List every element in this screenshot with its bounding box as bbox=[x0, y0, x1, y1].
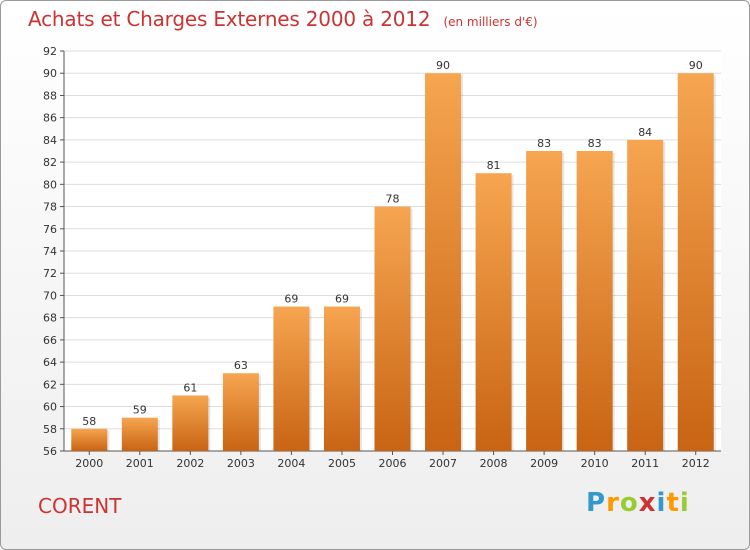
y-tick-label: 64 bbox=[43, 356, 57, 369]
x-tick-label: 2011 bbox=[631, 457, 659, 470]
proxiti-logo: Proxiti bbox=[586, 488, 690, 518]
y-tick-label: 92 bbox=[43, 45, 57, 58]
y-tick-label: 90 bbox=[43, 67, 57, 80]
y-tick-label: 62 bbox=[43, 378, 57, 391]
x-tick-label: 2002 bbox=[176, 457, 204, 470]
y-tick-label: 76 bbox=[43, 223, 57, 236]
y-tick-label: 58 bbox=[43, 423, 57, 436]
logo-letter: t bbox=[666, 488, 680, 518]
y-tick-label: 84 bbox=[43, 134, 57, 147]
bar bbox=[576, 151, 613, 451]
logo-letter: o bbox=[619, 488, 639, 518]
chart-title: Achats et Charges Externes 2000 à 2012 bbox=[28, 7, 431, 31]
y-tick-label: 70 bbox=[43, 289, 57, 302]
bar-value-label: 59 bbox=[133, 404, 147, 417]
bar-value-label: 61 bbox=[183, 381, 197, 394]
bar-value-label: 69 bbox=[335, 293, 349, 306]
x-tick-label: 2012 bbox=[682, 457, 710, 470]
bar bbox=[374, 206, 411, 451]
logo-letter: P bbox=[586, 488, 607, 518]
x-tick-label: 2006 bbox=[379, 457, 407, 470]
x-tick-label: 2000 bbox=[75, 457, 103, 470]
bar bbox=[627, 139, 664, 451]
bar-value-label: 84 bbox=[638, 126, 652, 139]
y-tick-label: 60 bbox=[43, 401, 57, 414]
x-tick-label: 2009 bbox=[530, 457, 558, 470]
bar-value-label: 81 bbox=[487, 159, 501, 172]
y-tick-label: 86 bbox=[43, 112, 57, 125]
chart-subtitle: (en milliers d'€) bbox=[443, 15, 538, 29]
bar-value-label: 69 bbox=[284, 293, 298, 306]
bar bbox=[222, 373, 259, 451]
bar bbox=[121, 417, 158, 451]
x-tick-label: 2008 bbox=[480, 457, 508, 470]
x-tick-label: 2004 bbox=[277, 457, 305, 470]
bar bbox=[323, 306, 360, 451]
y-tick-label: 66 bbox=[43, 334, 57, 347]
y-tick-label: 78 bbox=[43, 201, 57, 214]
bar-value-label: 78 bbox=[386, 193, 400, 206]
bar bbox=[71, 428, 108, 451]
logo-letter: i bbox=[679, 488, 690, 518]
bar bbox=[526, 151, 563, 451]
title-row: Achats et Charges Externes 2000 à 2012 (… bbox=[28, 7, 538, 31]
x-tick-label: 2010 bbox=[581, 457, 609, 470]
x-tick-label: 2007 bbox=[429, 457, 457, 470]
bar-value-label: 90 bbox=[689, 59, 703, 72]
x-tick-label: 2001 bbox=[126, 457, 154, 470]
bar-value-label: 90 bbox=[436, 59, 450, 72]
logo-letter: r bbox=[606, 488, 620, 518]
bar-value-label: 83 bbox=[588, 137, 602, 150]
bar-value-label: 83 bbox=[537, 137, 551, 150]
logo-letter: i bbox=[656, 488, 667, 518]
bar bbox=[677, 73, 714, 451]
bar bbox=[475, 173, 512, 451]
y-tick-label: 68 bbox=[43, 312, 57, 325]
y-tick-label: 72 bbox=[43, 267, 57, 280]
y-tick-label: 56 bbox=[43, 445, 57, 458]
logo-letter: x bbox=[638, 488, 657, 518]
bar-value-label: 63 bbox=[234, 359, 248, 372]
x-tick-label: 2003 bbox=[227, 457, 255, 470]
bar bbox=[172, 395, 209, 451]
bar-value-label: 58 bbox=[82, 415, 96, 428]
x-tick-label: 2005 bbox=[328, 457, 356, 470]
y-tick-label: 82 bbox=[43, 156, 57, 169]
y-tick-label: 80 bbox=[43, 178, 57, 191]
bar bbox=[425, 73, 462, 451]
location-label: CORENT bbox=[38, 494, 122, 518]
bar bbox=[273, 306, 310, 451]
y-tick-label: 74 bbox=[43, 245, 57, 258]
y-tick-label: 88 bbox=[43, 89, 57, 102]
